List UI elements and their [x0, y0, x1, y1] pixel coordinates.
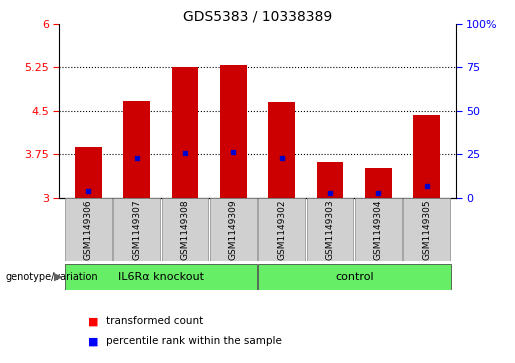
- Text: GSM1149307: GSM1149307: [132, 199, 141, 260]
- Bar: [171, 67, 198, 198]
- Text: GSM1149303: GSM1149303: [325, 199, 335, 260]
- Text: GSM1149302: GSM1149302: [277, 199, 286, 260]
- Bar: [162, 199, 209, 261]
- Bar: [210, 199, 257, 261]
- Bar: [220, 65, 247, 198]
- Bar: [113, 199, 160, 261]
- Bar: [403, 199, 450, 261]
- Bar: [65, 199, 112, 261]
- Text: IL6Rα knockout: IL6Rα knockout: [118, 272, 204, 282]
- Bar: [75, 147, 101, 198]
- Bar: [414, 115, 440, 198]
- Text: control: control: [335, 272, 373, 282]
- Text: ■: ■: [88, 336, 98, 346]
- Bar: [258, 264, 451, 290]
- Text: ▶: ▶: [54, 272, 63, 282]
- Text: GSM1149309: GSM1149309: [229, 199, 238, 260]
- Text: genotype/variation: genotype/variation: [5, 272, 98, 282]
- Text: percentile rank within the sample: percentile rank within the sample: [106, 336, 282, 346]
- Text: GDS5383 / 10338389: GDS5383 / 10338389: [183, 9, 332, 23]
- Text: GSM1149305: GSM1149305: [422, 199, 431, 260]
- Bar: [268, 102, 295, 198]
- Text: GSM1149308: GSM1149308: [180, 199, 190, 260]
- Text: GSM1149304: GSM1149304: [374, 199, 383, 260]
- Text: ■: ■: [88, 316, 98, 326]
- Text: GSM1149306: GSM1149306: [84, 199, 93, 260]
- Bar: [306, 199, 353, 261]
- Bar: [258, 199, 305, 261]
- Bar: [317, 162, 344, 198]
- Bar: [65, 264, 258, 290]
- Text: transformed count: transformed count: [106, 316, 203, 326]
- Bar: [355, 199, 402, 261]
- Bar: [365, 168, 392, 198]
- Bar: [123, 101, 150, 198]
